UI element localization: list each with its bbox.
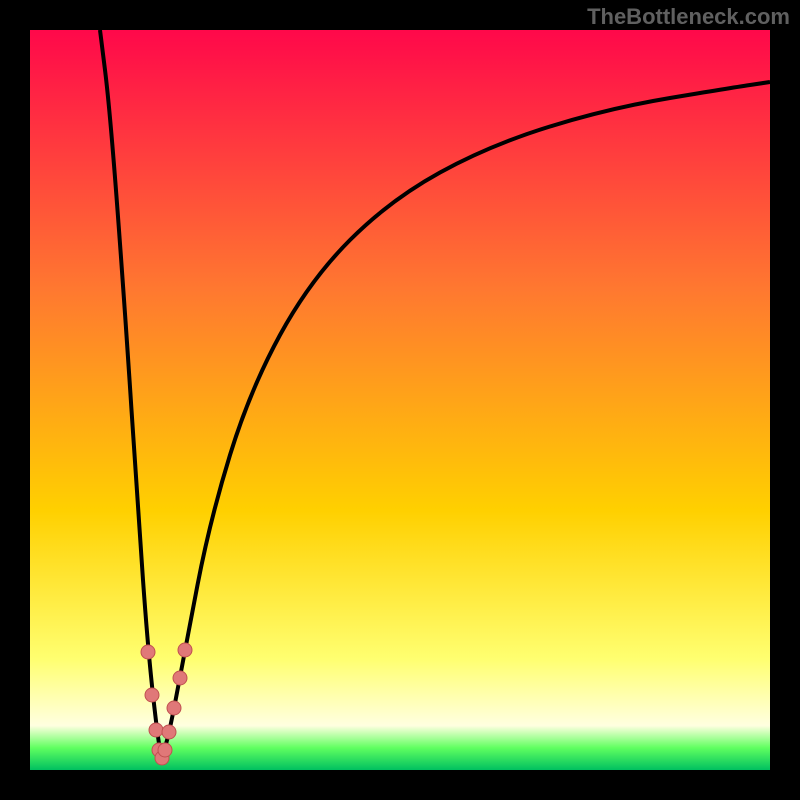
marker-point [162,725,176,739]
marker-point [173,671,187,685]
marker-point [158,743,172,757]
marker-point [145,688,159,702]
chart-root: TheBottleneck.com [0,0,800,800]
curve-right-branch [162,82,770,758]
marker-point [149,723,163,737]
marker-point [178,643,192,657]
watermark-text: TheBottleneck.com [587,4,790,30]
marker-point [167,701,181,715]
curve-overlay [0,0,800,800]
marker-point [141,645,155,659]
